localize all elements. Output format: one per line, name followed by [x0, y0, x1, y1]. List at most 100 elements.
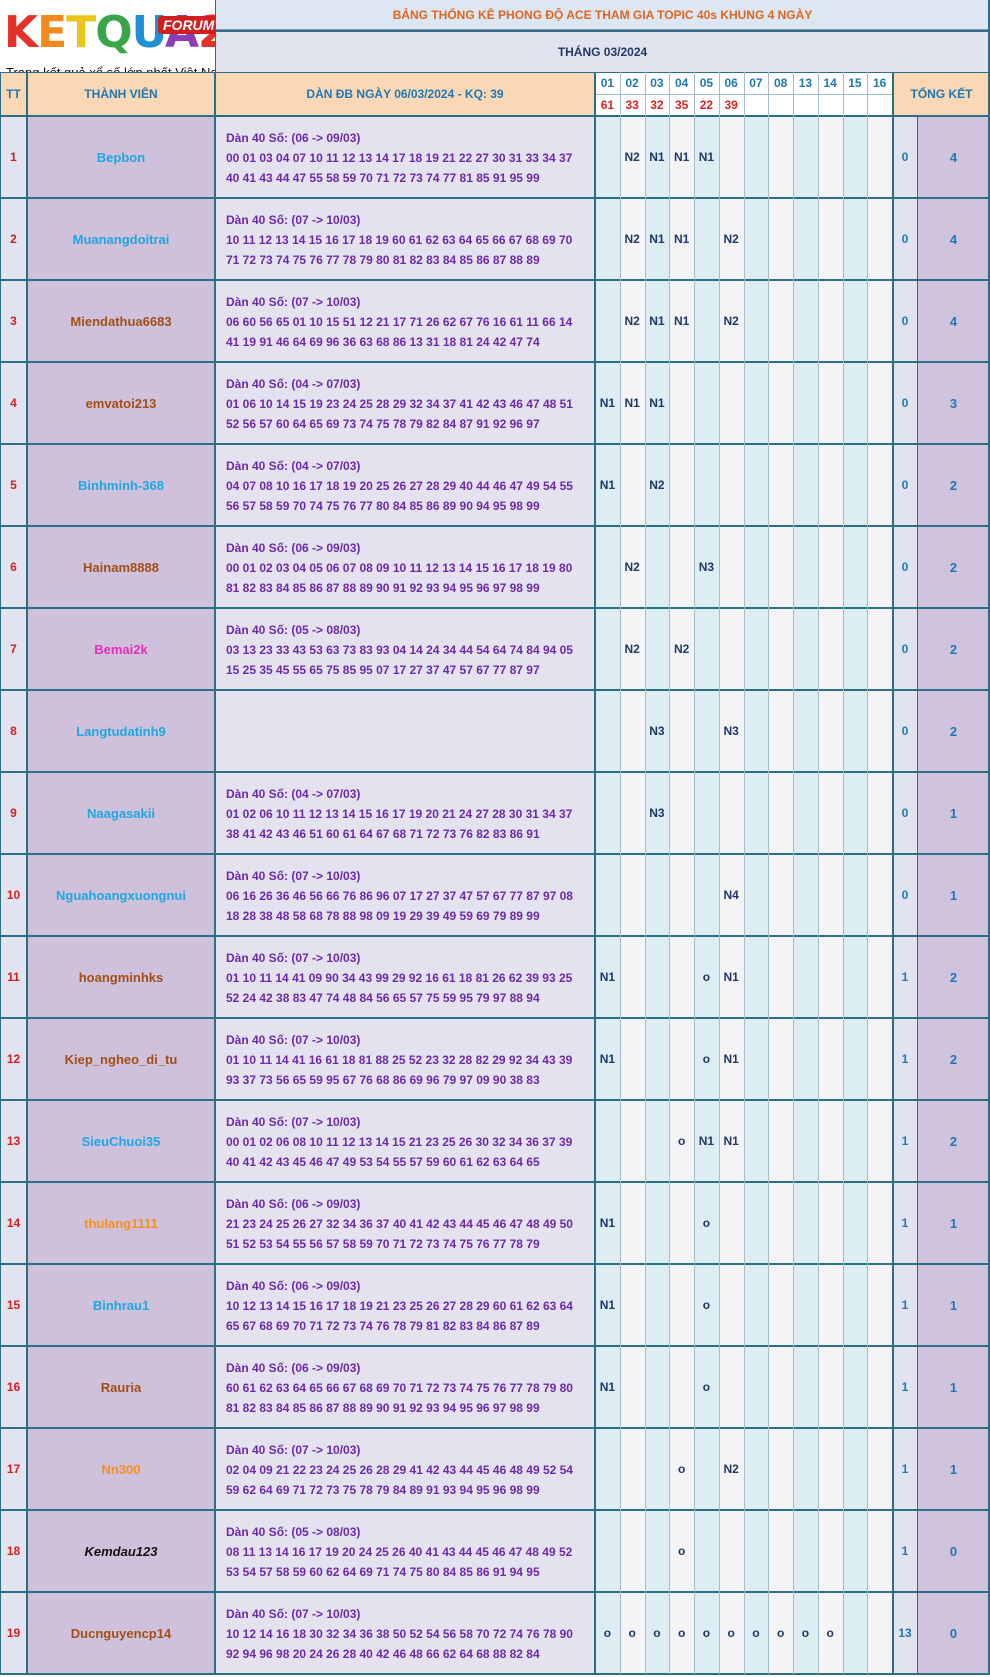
day-mark [793, 444, 818, 526]
day-mark: o [669, 1510, 694, 1592]
member-name[interactable]: SieuChuoi35 [27, 1100, 215, 1182]
member-name[interactable]: Kiep_ngheo_di_tu [27, 1018, 215, 1100]
day-mark [619, 1346, 645, 1428]
member-name[interactable]: Ducnguyencp14 [27, 1592, 215, 1674]
day-mark [768, 1264, 793, 1346]
day-mark [718, 772, 744, 854]
day-mark: N1 [619, 362, 645, 444]
dan-numbers: Dàn 40 Số: (06 -> 09/03) 21 23 24 25 26 2… [215, 1182, 595, 1264]
day-mark: o [694, 1592, 719, 1674]
dan-numbers [215, 690, 595, 772]
day-mark [743, 1510, 769, 1592]
day-mark [867, 1182, 892, 1264]
dan-numbers: Dàn 40 Số: (06 -> 09/03) 00 01 02 03 04 0… [215, 526, 595, 608]
member-name[interactable]: Kemdau123 [27, 1510, 215, 1592]
day-mark [793, 1264, 818, 1346]
dan-line3: 71 72 73 74 75 76 77 78 79 80 81 82 83 8… [226, 253, 540, 267]
dan-line3: 51 52 53 54 55 56 57 58 59 70 71 72 73 7… [226, 1237, 540, 1251]
member-name[interactable]: Bepbon [27, 116, 215, 198]
day-mark: N1 [718, 1100, 744, 1182]
dan-line2: 00 01 03 04 07 10 11 12 13 14 17 18 19 2… [226, 151, 573, 165]
day-mark [619, 1018, 645, 1100]
member-name[interactable]: Nn300 [27, 1428, 215, 1510]
dan-line2: 03 13 23 33 43 53 63 73 83 93 04 14 24 3… [226, 643, 573, 657]
dan-line1: Dàn 40 Số: (07 -> 10/03) [226, 869, 361, 883]
day-mark [867, 198, 892, 280]
day-mark [595, 280, 620, 362]
grid-line [0, 1017, 990, 1019]
day-mark: o [644, 1592, 670, 1674]
summary-hits: 1 [893, 1510, 917, 1592]
summary-total: 2 [917, 1018, 990, 1100]
member-name[interactable]: Binhrau1 [27, 1264, 215, 1346]
dan-line3: 81 82 83 84 85 86 87 88 89 90 91 92 93 9… [226, 1401, 540, 1415]
row-number: 13 [0, 1100, 27, 1182]
member-name[interactable]: Langtudatinh9 [27, 690, 215, 772]
member-name[interactable]: Hainam8888 [27, 526, 215, 608]
member-name[interactable]: Nguahoangxuongnui [27, 854, 215, 936]
dan-line1: Dàn 40 Số: (05 -> 08/03) [226, 1525, 361, 1539]
day-mark [644, 854, 670, 936]
day-mark: o [619, 1592, 645, 1674]
day-mark: N1 [595, 1346, 620, 1428]
summary-hits: 1 [893, 1100, 917, 1182]
member-name[interactable]: emvatoi213 [27, 362, 215, 444]
day-mark [817, 772, 843, 854]
day-mark [694, 198, 719, 280]
dan-line2: 10 11 12 13 14 15 16 17 18 19 60 61 62 6… [226, 233, 573, 247]
day-mark [842, 1510, 868, 1592]
grid-line [594, 72, 596, 1674]
day-mark [842, 1428, 868, 1510]
member-name[interactable]: Miendathua6683 [27, 280, 215, 362]
day-mark [867, 690, 892, 772]
day-mark [619, 1182, 645, 1264]
day-header-14: 14 [817, 72, 843, 94]
day-mark: N2 [619, 116, 645, 198]
member-name[interactable]: thulang1111 [27, 1182, 215, 1264]
dan-line3: 38 41 42 43 46 51 60 61 64 67 68 71 72 7… [226, 827, 540, 841]
day-mark [694, 444, 719, 526]
day-mark [743, 772, 769, 854]
day-mark [743, 1100, 769, 1182]
day-mark [793, 1100, 818, 1182]
day-mark [718, 1264, 744, 1346]
day-mark [817, 936, 843, 1018]
day-result-15 [842, 94, 868, 116]
day-mark [619, 1264, 645, 1346]
day-mark [817, 1510, 843, 1592]
day-mark: o [817, 1592, 843, 1674]
day-mark [842, 690, 868, 772]
grid-line [644, 72, 646, 1674]
dan-line3: 52 56 57 60 64 65 69 73 74 75 78 79 82 8… [226, 417, 540, 431]
day-mark: N2 [718, 198, 744, 280]
day-mark [743, 116, 769, 198]
day-mark [743, 1018, 769, 1100]
dan-line3: 40 41 42 43 45 46 47 49 53 54 55 57 59 6… [226, 1155, 540, 1169]
member-name[interactable]: Binhminh-368 [27, 444, 215, 526]
day-mark [842, 1264, 868, 1346]
day-mark: N1 [595, 1182, 620, 1264]
dan-line3: 18 28 38 48 58 68 78 88 98 09 19 29 39 4… [226, 909, 540, 923]
grid-line [718, 72, 720, 1674]
member-name[interactable]: Muanangdoitrai [27, 198, 215, 280]
row-number: 6 [0, 526, 27, 608]
day-mark [867, 854, 892, 936]
member-name[interactable]: Rauria [27, 1346, 215, 1428]
day-header-02: 02 [619, 72, 645, 94]
day-mark: o [718, 1592, 744, 1674]
member-name[interactable]: Naagasakii [27, 772, 215, 854]
member-name[interactable]: hoangminhks [27, 936, 215, 1018]
grid-line [768, 72, 770, 1674]
day-mark [768, 690, 793, 772]
row-number: 19 [0, 1592, 27, 1674]
day-mark [867, 936, 892, 1018]
day-mark [867, 608, 892, 690]
grid-line [0, 689, 990, 691]
day-mark: N1 [718, 1018, 744, 1100]
grid-line [0, 935, 990, 937]
summary-hits: 13 [893, 1592, 917, 1674]
day-mark: N2 [619, 608, 645, 690]
day-mark [669, 1182, 694, 1264]
member-name[interactable]: Bemai2k [27, 608, 215, 690]
summary-total: 2 [917, 444, 990, 526]
